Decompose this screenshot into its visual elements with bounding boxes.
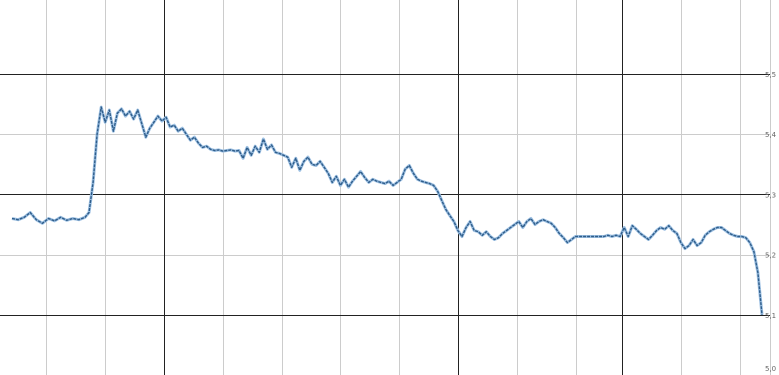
y-tick-label-2: 5,2	[765, 252, 776, 260]
y-tick-label-5: 5,5	[765, 71, 776, 79]
y-tick-label-4: 5,4	[765, 131, 777, 139]
y-tick-label-0: 5,0	[765, 365, 776, 373]
y-tick-label-1: 5,1	[765, 312, 776, 320]
series-layer	[11, 105, 764, 315]
series-0-line	[11, 106, 763, 315]
y-axis-ticks: 5,0 5,1 5,2 5,3 5,4 5,5	[765, 71, 777, 373]
y-tick-label-3: 5,3	[765, 191, 776, 199]
